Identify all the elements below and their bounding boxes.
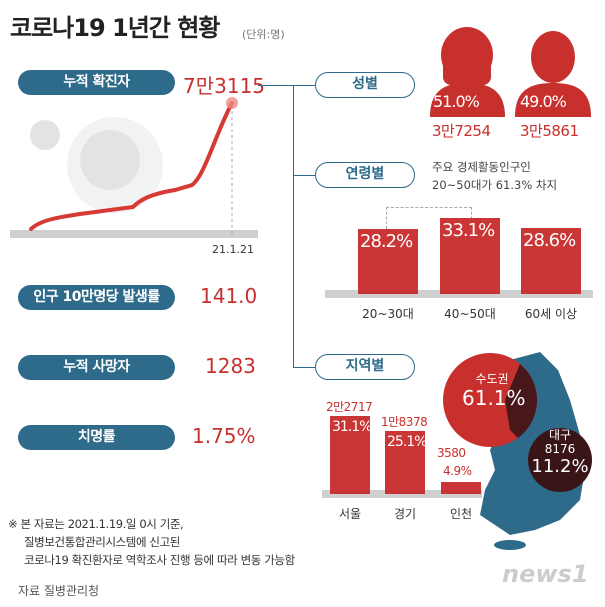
daegu-label: 대구 [548,428,572,442]
daegu-count: 8176 [544,442,576,456]
connector [293,85,294,368]
age-bar-label: 33.1% [442,220,495,241]
age-note-line2: 20~50대가 61.3% 차지 [432,178,558,192]
jeju-island [494,540,526,550]
age-bar [521,228,581,294]
footnote-line: ※ 본 자료는 2021.1.19.일 0시 기준, [8,517,184,531]
capital-label: 수도권 [475,372,509,386]
section-gender: 성별 [315,72,415,98]
cases-line [29,101,234,231]
connector [293,175,315,176]
connector [293,367,315,368]
end-point [226,97,238,109]
female-silhouette-icon [430,27,505,117]
age-note-line1: 주요 경제활동인구인 [432,160,531,174]
footnote-line: 코로나19 확진환자로 역학조사 진행 등에 따라 변동 가능함 [24,553,295,567]
age-category-label: 60세 이상 [524,307,578,321]
cumulative-cases-line-chart [10,97,258,238]
korea-map [443,352,592,550]
region-count-label: 3580 [437,445,466,460]
region-category-label: 서울 [338,507,362,521]
section-region: 지역별 [315,354,415,380]
page-title: 코로나19 1년간 현황 [10,14,220,42]
stat-value-deaths: 1283 [205,354,256,378]
stat-label-incidence: 인구 10만명당 발생률 [18,285,175,310]
line-baseline [10,230,258,238]
age-bar-label: 28.2% [360,231,413,253]
unit-label: (단위:명) [242,28,285,41]
footnote-line: 질병보건통합관리시스템에 신고된 [24,535,180,549]
region-bar [330,416,370,494]
section-age: 연령별 [315,162,415,188]
female-count: 3만7254 [432,122,491,140]
age-category-label: 40~50대 [444,307,496,321]
region-pct-label: 31.1% [332,419,372,435]
region-category-label: 경기 [393,507,417,521]
region-pct-label: 25.1% [387,434,427,451]
stat-value-cases: 7만3115 [183,74,266,98]
age-category-label: 20~30대 [362,307,414,321]
region-bar [441,481,481,494]
age-baseline [325,290,593,298]
news1-logo: news1 [502,560,589,588]
stat-label-deaths: 누적 사망자 [18,355,175,380]
connector [293,85,315,86]
stat-value-fatality: 1.75% [192,424,256,448]
age-bar-label: 28.6% [523,230,576,252]
end-date-label: 21.1.21 [212,243,254,256]
age-bar [358,229,418,294]
stat-label-fatality: 치명률 [18,425,175,450]
daegu-pct: 11.2% [531,456,589,477]
source: 자료 질병관리청 [18,584,100,598]
region-count-label: 1만8378 [381,415,428,430]
daegu-circle [528,428,592,492]
age-bar [440,218,500,294]
gender-silhouettes [430,27,591,117]
footnote: ※ 본 자료는 2021.1.19.일 0시 기준, 질병보건통합관리시스템에 … [8,515,295,569]
male-pct: 49.0% [520,92,567,111]
capital-pct: 61.1% [462,386,526,410]
virus-illustration [30,117,163,213]
region-pct-label: 4.9% [443,463,472,478]
male-silhouette-icon [515,31,591,117]
stat-label-cases: 누적 확진자 [18,70,175,95]
connector [258,85,293,86]
region-count-label: 2만2717 [326,400,373,414]
region-baseline [322,490,482,498]
stat-value-incidence: 141.0 [200,284,258,308]
region-category-label: 인천 [449,507,473,521]
female-pct: 51.0% [433,92,480,111]
male-count: 3만5861 [520,122,579,140]
region-bar [385,431,425,494]
